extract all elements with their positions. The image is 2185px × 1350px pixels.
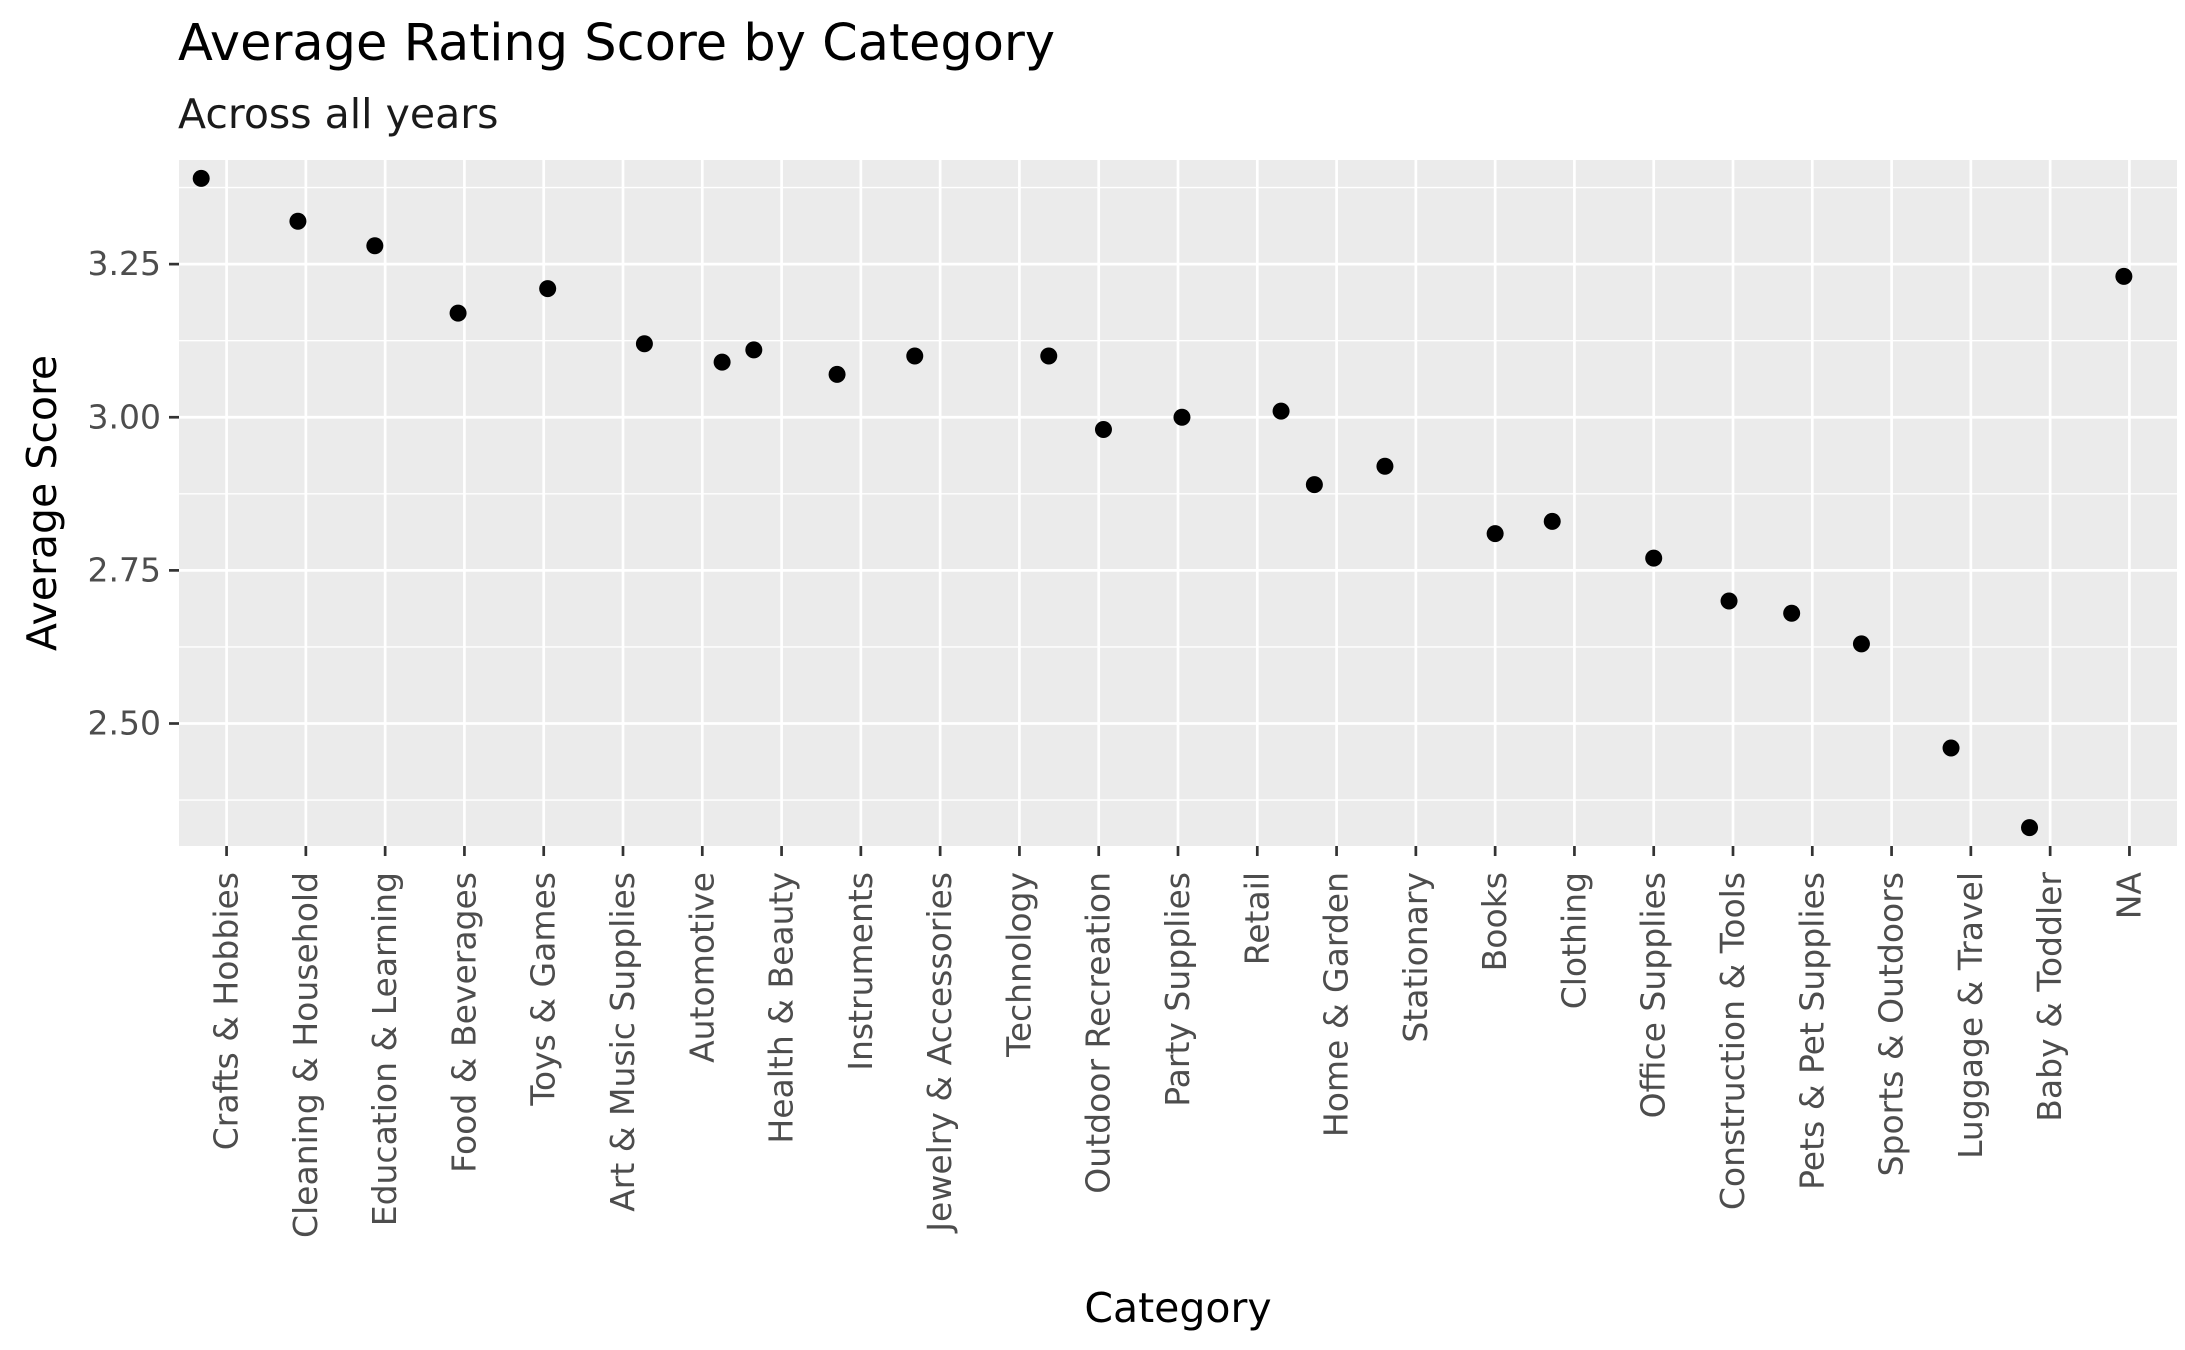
data-point (1486, 525, 1504, 543)
data-point (289, 212, 307, 230)
x-tick-label: Food & Beverages (444, 872, 483, 1173)
x-tick-label: Retail (1237, 872, 1276, 965)
y-tick-label: 3.25 (88, 244, 161, 283)
x-tick-label: Art & Music Supplies (603, 872, 642, 1212)
x-tick-label: Baby & Toddler (2030, 872, 2069, 1122)
data-point (906, 347, 924, 365)
y-axis-title: Average Score (18, 355, 66, 651)
data-point (2115, 267, 2133, 285)
gridlines (179, 160, 2177, 846)
x-tick-label: Health & Beauty (762, 872, 801, 1144)
x-tick-label: Outdoor Recreation (1079, 872, 1118, 1194)
x-tick-label: Clothing (1554, 872, 1593, 1009)
chart-title: Average Rating Score by Category (178, 14, 1055, 73)
data-point (1094, 421, 1112, 438)
x-tick-label: Jewelry & Accessories (920, 872, 959, 1234)
data-point (1305, 476, 1323, 494)
data-point (449, 304, 467, 322)
data-point (1376, 457, 1394, 475)
x-axis-title: Category (1084, 1284, 1271, 1332)
x-tick-label: Stationary (1396, 872, 1435, 1043)
data-point (192, 169, 210, 187)
x-tick-label: Technology (999, 872, 1038, 1058)
x-tick-label: Luggage & Travel (1951, 872, 1990, 1159)
x-tick-label: Sports & Outdoors (1872, 872, 1911, 1176)
x-tick-label: Education & Learning (365, 872, 404, 1226)
data-point (1272, 402, 1290, 420)
x-tick-label: Pets & Pet Supplies (1792, 872, 1831, 1190)
data-point (2021, 819, 2039, 837)
data-point (1040, 347, 1058, 365)
data-point (539, 280, 557, 298)
x-tick-label: Cleaning & Household (286, 872, 325, 1238)
data-point (1543, 512, 1561, 530)
data-point (745, 341, 763, 359)
data-point (635, 335, 653, 353)
data-point (1942, 739, 1960, 757)
data-points (192, 169, 2133, 837)
x-tick-label: Crafts & Hobbies (207, 872, 246, 1150)
x-tick-label: Books (1475, 872, 1514, 971)
y-axis: 2.50 2.75 3.00 3.25 (88, 244, 179, 743)
data-point (1852, 635, 1870, 653)
data-point (1645, 549, 1663, 567)
x-axis: Crafts & Hobbies Cleaning & Household Educ… (207, 846, 2148, 1238)
y-tick-label: 3.00 (88, 397, 161, 436)
data-point (1720, 592, 1738, 610)
data-point (828, 365, 846, 383)
data-point (713, 353, 731, 371)
data-point (1783, 604, 1801, 622)
x-tick-label: NA (2109, 872, 2148, 920)
data-point (1173, 408, 1191, 426)
x-tick-label: Office Supplies (1634, 872, 1673, 1118)
y-tick-label: 2.50 (88, 704, 161, 743)
x-tick-label: Instruments (841, 872, 880, 1071)
x-tick-label: Home & Garden (1317, 872, 1356, 1137)
x-tick-label: Automotive (682, 872, 721, 1063)
chart-subtitle: Across all years (178, 90, 498, 138)
y-tick-label: 2.75 (88, 550, 161, 589)
x-tick-label: Toys & Games (524, 872, 563, 1107)
data-point (366, 237, 384, 255)
x-tick-label: Party Supplies (1158, 872, 1197, 1107)
x-tick-label: Construction & Tools (1713, 872, 1752, 1210)
